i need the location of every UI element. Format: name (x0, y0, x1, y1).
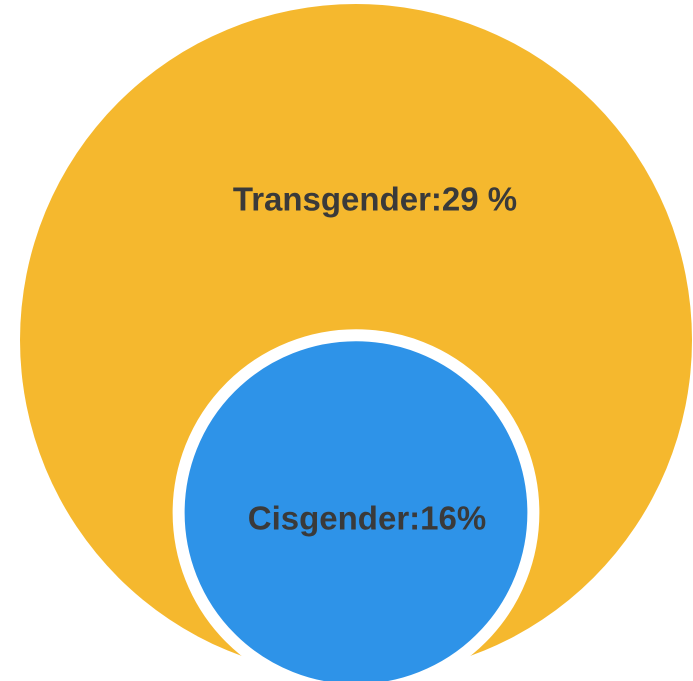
data-label: Cisgender:16% (248, 499, 486, 536)
circle (172, 329, 540, 681)
data-label: Transgender:29 % (233, 181, 517, 218)
